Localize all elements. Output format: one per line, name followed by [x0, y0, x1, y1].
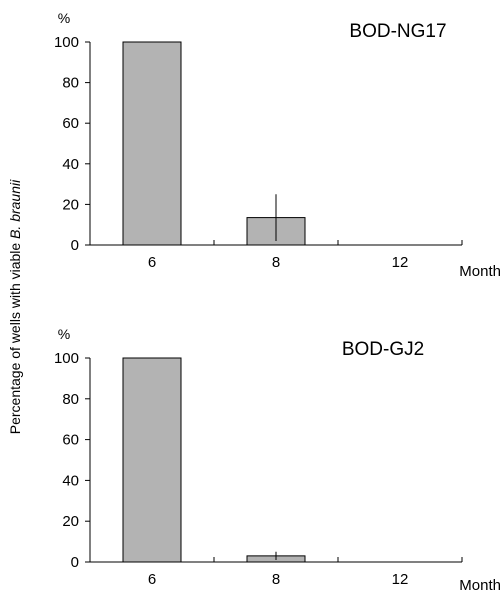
y-unit-label: % [58, 10, 70, 26]
x-tick-label: 8 [272, 254, 280, 271]
y-axis-title-prefix: Percentage of wells with viable [7, 239, 23, 434]
y-unit-label: % [58, 326, 70, 342]
chart-panel-bod-ng17: BOD-NG17% 0 20 40 60 80 100 6 8 12 Month [54, 10, 501, 280]
x-tick-label: 12 [392, 254, 409, 271]
x-tick-label: 6 [148, 571, 156, 588]
x-tick-label: 8 [272, 571, 280, 588]
y-tick-label: 40 [62, 472, 79, 489]
chart-panel-bod-gj2: BOD-GJ2% 0 20 40 60 80 100 6 8 12 Month [54, 326, 501, 593]
y-tick-label: 80 [62, 75, 79, 92]
y-tick-label: 100 [54, 350, 79, 367]
panel-title: BOD-GJ2 [342, 339, 424, 360]
y-tick-label: 100 [54, 34, 79, 51]
x-unit-label: Month [459, 263, 501, 280]
y-tick-label: 20 [62, 513, 79, 530]
y-tick-label: 60 [62, 115, 79, 132]
y-tick-label: 0 [71, 237, 79, 254]
y-tick-label: 0 [71, 554, 79, 571]
bar-6 [122, 357, 182, 563]
y-axis-title-species: B. braunii [7, 179, 23, 239]
y-axis-title: Percentage of wells with viable B. braun… [7, 179, 23, 434]
bar-6 [122, 41, 182, 246]
x-tick-label: 12 [392, 571, 409, 588]
x-tick-label: 6 [148, 254, 156, 271]
panel-title: BOD-NG17 [349, 21, 446, 42]
x-unit-label: Month [459, 577, 501, 593]
y-tick-label: 20 [62, 196, 79, 213]
y-tick-label: 60 [62, 432, 79, 449]
y-tick-label: 80 [62, 391, 79, 408]
y-tick-label: 40 [62, 156, 79, 173]
